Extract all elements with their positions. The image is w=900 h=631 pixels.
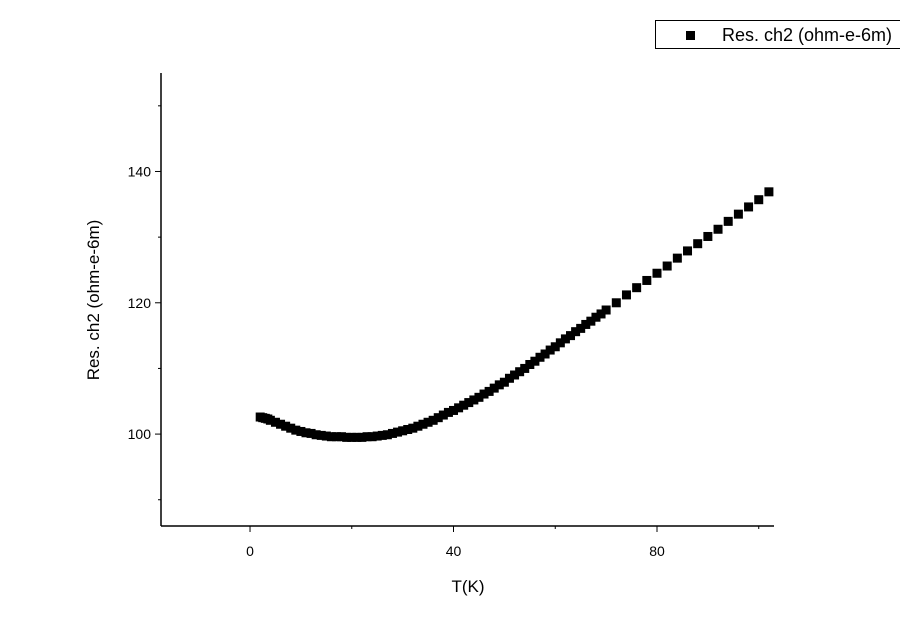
data-point (423, 417, 433, 427)
data-point (520, 363, 530, 373)
data-point (494, 380, 504, 390)
data-point (342, 432, 352, 442)
data-point (270, 417, 280, 427)
data-point (596, 309, 606, 319)
data-point (586, 316, 596, 326)
data-point (642, 275, 652, 285)
data-point (611, 298, 621, 308)
data-point (464, 398, 474, 408)
data-point (398, 426, 408, 436)
legend-entry-label: Res. ch2 (ohm-e-6m) (722, 25, 893, 45)
legend: Res. ch2 (ohm-e-6m) (655, 20, 900, 49)
data-point (723, 216, 733, 226)
data-point (372, 431, 382, 441)
data-point (693, 239, 703, 249)
data-point (291, 425, 301, 435)
data-point (337, 432, 347, 442)
data-point (316, 430, 326, 440)
x-tick-label: 40 (446, 543, 462, 559)
data-point (550, 342, 560, 352)
data-point (321, 431, 331, 441)
data-point (306, 428, 316, 438)
data-point (499, 377, 509, 387)
data-point (276, 419, 286, 429)
data-point (377, 430, 387, 440)
data-point (601, 305, 611, 315)
data-point (525, 359, 535, 369)
axis-ticks (155, 105, 760, 532)
axis-tick-labels: 0 40 80 100 120 140 (128, 163, 665, 559)
data-point (540, 349, 550, 359)
plot-axes (160, 73, 774, 527)
y-axis-title: Res. ch2 (ohm-e-6m) (84, 220, 103, 381)
data-point (764, 187, 774, 197)
data-point (413, 421, 423, 431)
data-point (479, 389, 489, 399)
data-point (387, 428, 397, 438)
data-point (408, 423, 418, 433)
x-tick-label: 0 (246, 543, 254, 559)
data-point (510, 370, 520, 380)
y-tick-label: 140 (128, 163, 152, 179)
data-point (560, 334, 570, 344)
data-point (454, 403, 464, 413)
data-point (332, 432, 342, 442)
data-point (459, 400, 469, 410)
data-point (683, 246, 693, 256)
data-point (449, 405, 459, 415)
data-point (515, 367, 525, 377)
x-tick-label: 80 (649, 543, 665, 559)
data-point (535, 352, 545, 362)
data-point (474, 392, 484, 402)
data-point (632, 283, 642, 293)
data-point (428, 415, 438, 425)
data-point (555, 338, 565, 348)
data-point (352, 432, 362, 442)
data-point (418, 419, 428, 429)
data-point (733, 209, 743, 219)
data-points (255, 187, 774, 442)
data-point (652, 268, 662, 278)
data-point (281, 421, 291, 431)
data-point (571, 327, 581, 337)
data-point (347, 432, 357, 442)
data-point (713, 224, 723, 234)
data-point (311, 430, 321, 440)
data-point (382, 430, 392, 440)
data-point (504, 373, 514, 383)
data-point (489, 383, 499, 393)
data-point (591, 312, 601, 322)
data-point (403, 424, 413, 434)
y-tick-label: 100 (128, 426, 152, 442)
data-point (621, 290, 631, 300)
data-point (301, 428, 311, 438)
data-point (443, 407, 453, 417)
data-point (393, 427, 403, 437)
data-point (433, 413, 443, 423)
data-point (438, 410, 448, 420)
data-point (566, 331, 576, 341)
data-point (326, 432, 336, 442)
data-point (662, 261, 672, 271)
data-point (576, 323, 586, 333)
data-point (286, 423, 296, 433)
data-point (265, 415, 275, 425)
data-point (754, 195, 764, 205)
data-point (672, 253, 682, 263)
data-point (744, 202, 754, 212)
data-point (530, 356, 540, 366)
y-tick-label: 120 (128, 295, 152, 311)
data-point (362, 432, 372, 442)
x-axis-title: T(K) (451, 577, 484, 596)
data-point (545, 345, 555, 355)
data-point (581, 319, 591, 329)
data-point (703, 231, 713, 241)
data-point (484, 386, 494, 396)
data-point (469, 395, 479, 405)
data-point (296, 426, 306, 436)
data-point (367, 432, 377, 442)
data-point (357, 432, 367, 442)
legend-marker-square (686, 31, 695, 40)
